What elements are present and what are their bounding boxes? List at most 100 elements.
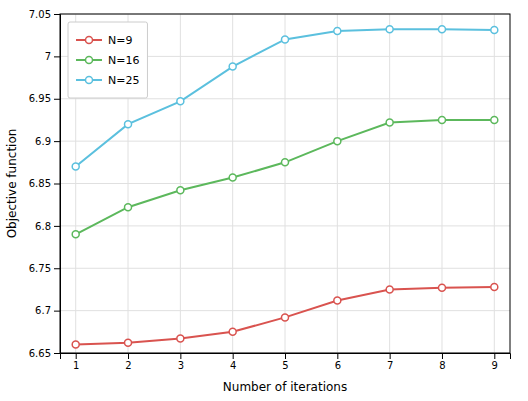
chart: 1 2 3 4 5 6 7 8 9 6.65 6.7 6.75 6.8 6.85 6.9 6.95 7 7.05 N… <box>0 0 528 401</box>
point <box>125 204 132 211</box>
y-tick-mark <box>54 184 60 185</box>
series-line <box>76 287 495 345</box>
point <box>386 286 393 293</box>
point <box>334 138 341 145</box>
y-tick-mark <box>54 311 60 312</box>
point <box>229 174 236 181</box>
legend-item: N=9 <box>76 34 132 47</box>
x-tick-label: 7 <box>387 360 393 371</box>
x-tick-mark <box>233 353 234 359</box>
point <box>334 27 341 34</box>
y-tick-mark <box>54 99 60 100</box>
series-line <box>76 120 495 234</box>
y-tick: 6.65 <box>29 348 60 359</box>
x-tick: 9 <box>492 353 498 371</box>
point <box>491 283 498 290</box>
point <box>334 297 341 304</box>
x-tick-mark <box>285 353 286 359</box>
plot-frame <box>60 14 510 353</box>
legend-box <box>68 22 147 98</box>
point <box>125 339 132 346</box>
point <box>72 163 79 170</box>
point <box>177 187 184 194</box>
point <box>386 26 393 33</box>
legend: N=9 N=16 N=25 <box>68 22 147 98</box>
x-axis-line <box>61 354 511 360</box>
x-tick-label: 9 <box>492 360 498 371</box>
legend-marker <box>86 57 93 64</box>
x-tick-mark <box>76 353 77 359</box>
x-tick: 2 <box>125 353 131 371</box>
grid-line-y <box>60 141 510 142</box>
y-axis-line <box>54 15 61 354</box>
point <box>177 98 184 105</box>
y-tick-label: 6.75 <box>29 263 51 274</box>
y-tick: 6.75 <box>29 263 60 274</box>
x-tick-label: 5 <box>282 360 288 371</box>
x-tick: 1 <box>73 353 79 371</box>
y-tick-mark <box>54 226 60 227</box>
legend-marker <box>86 77 93 84</box>
x-tick-label: 4 <box>230 360 236 371</box>
y-tick-mark <box>54 268 60 269</box>
series-group <box>72 26 498 348</box>
series <box>72 116 498 237</box>
point <box>282 314 289 321</box>
legend-label: N=9 <box>108 34 132 47</box>
x-tick: 5 <box>282 353 288 371</box>
y-tick: 7 <box>45 51 60 62</box>
x-tick-label: 1 <box>73 360 79 371</box>
grid-line-y <box>60 225 510 226</box>
y-tick: 6.8 <box>35 221 60 232</box>
x-axis: 1 2 3 4 5 6 7 8 9 <box>61 353 511 371</box>
x-tick-mark <box>442 353 443 359</box>
point <box>386 119 393 126</box>
x-tick-label: 2 <box>125 360 131 371</box>
x-tick: 7 <box>387 353 393 371</box>
legend-label: N=25 <box>108 74 139 87</box>
y-tick: 6.9 <box>35 136 60 147</box>
point <box>438 26 445 33</box>
x-tick-label: 6 <box>335 360 341 371</box>
y-tick-label: 6.7 <box>35 305 51 316</box>
legend-item: N=16 <box>76 54 139 67</box>
x-tick-mark <box>494 353 495 359</box>
y-axis-title: Objective function <box>5 129 19 239</box>
y-tick-label: 7.05 <box>29 9 51 20</box>
x-tick: 3 <box>178 353 184 371</box>
point <box>438 116 445 123</box>
legend-item: N=25 <box>76 74 139 87</box>
y-tick: 6.7 <box>35 305 60 316</box>
x-tick-mark <box>180 353 181 359</box>
point <box>72 231 79 238</box>
y-tick-mark <box>54 56 60 57</box>
plot-area: 1 2 3 4 5 6 7 8 9 6.65 6.7 6.75 6.8 6.85 6.9 6.95 7 7.05 N… <box>29 9 511 371</box>
point <box>438 284 445 291</box>
legend-marker <box>86 37 93 44</box>
point <box>72 341 79 348</box>
y-tick-mark <box>54 141 60 142</box>
y-tick-label: 6.85 <box>29 178 51 189</box>
grid-line-y <box>60 183 510 184</box>
legend-label: N=16 <box>108 54 139 67</box>
x-tick: 8 <box>439 353 445 371</box>
y-tick-label: 7 <box>45 51 51 62</box>
x-tick: 6 <box>335 353 341 371</box>
y-tick: 6.95 <box>29 93 60 104</box>
y-axis: 6.65 6.7 6.75 6.8 6.85 6.9 6.95 7 7.05 <box>29 9 61 359</box>
grid-line-y <box>60 310 510 311</box>
y-tick-label: 6.8 <box>35 221 51 232</box>
y-tick-mark <box>54 353 60 354</box>
y-tick-label: 6.65 <box>29 348 51 359</box>
x-tick: 4 <box>230 353 236 371</box>
grid-line-y <box>60 268 510 269</box>
x-axis-title: Number of iterations <box>223 380 347 394</box>
point <box>229 63 236 70</box>
point <box>282 159 289 166</box>
point <box>491 116 498 123</box>
point <box>229 328 236 335</box>
y-tick-mark <box>54 14 60 15</box>
x-tick-mark <box>390 353 391 359</box>
y-tick: 6.85 <box>29 178 60 189</box>
grid <box>60 14 510 353</box>
